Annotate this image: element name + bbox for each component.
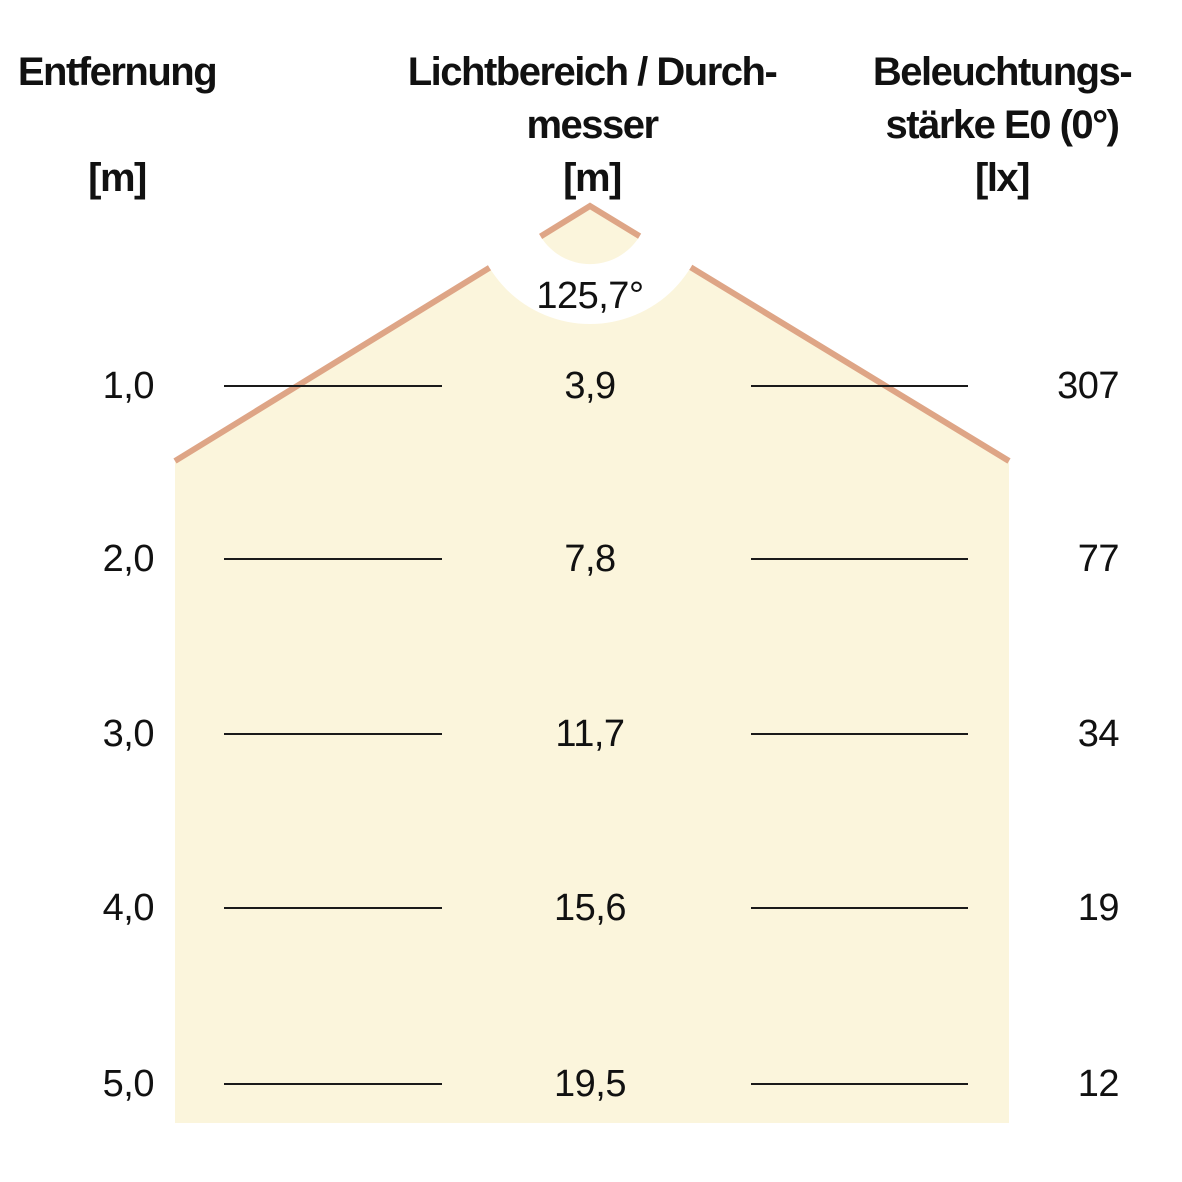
right-tick-line [751, 733, 968, 735]
illuminance-value: 307 [1057, 365, 1119, 407]
distance-value: 4,0 [102, 887, 155, 929]
apex-wedge-fill [540, 206, 640, 265]
diameter-value: 11,7 [555, 713, 625, 755]
diameter-value: 3,9 [564, 365, 616, 407]
illuminance-value: 34 [1077, 713, 1120, 755]
column-header-distance-title: Entfernung [17, 50, 218, 94]
right-tick-line [751, 385, 968, 387]
apex-wedge-stroke [539, 202, 642, 239]
column-header-illuminance-title-line2: stärke E0 (0°) [885, 103, 1120, 147]
illuminance-value: 19 [1077, 887, 1120, 929]
diameter-value: 19,5 [554, 1063, 626, 1105]
left-tick-line [224, 385, 442, 387]
left-tick-line [224, 1083, 442, 1085]
distance-value: 2,0 [102, 538, 155, 580]
column-header-distance-unit: [m] [88, 156, 147, 200]
distance-value: 5,0 [102, 1063, 155, 1105]
distance-value: 1,0 [102, 365, 155, 407]
illuminance-value: 12 [1077, 1063, 1120, 1105]
column-header-diameter-title-line2: messer [526, 103, 659, 147]
beam-angle-value: 125,7° [536, 275, 644, 317]
diameter-value: 7,8 [564, 538, 616, 580]
right-tick-line [751, 907, 968, 909]
right-tick-line [751, 558, 968, 560]
illuminance-value: 77 [1077, 538, 1120, 580]
distance-value: 3,0 [102, 713, 155, 755]
diameter-value: 15,6 [554, 887, 626, 929]
column-header-diameter-title-line1: Lichtbereich / Durch- [407, 50, 778, 94]
left-tick-line [224, 733, 442, 735]
right-tick-line [751, 1083, 968, 1085]
column-header-illuminance-unit: [lx] [975, 156, 1031, 200]
left-tick-line [224, 558, 442, 560]
column-header-illuminance-title-line1: Beleuchtungs- [872, 50, 1133, 94]
cone-body-fill [175, 206, 1009, 1123]
left-tick-line [224, 907, 442, 909]
column-header-diameter-unit: [m] [563, 156, 622, 200]
